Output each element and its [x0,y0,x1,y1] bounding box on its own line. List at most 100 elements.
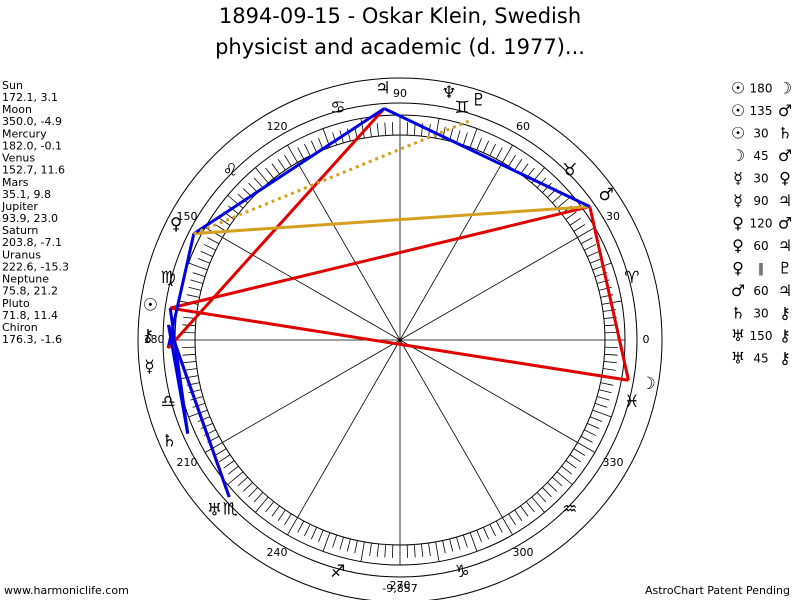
ring-tick [188,286,202,291]
spoke [222,339,401,443]
ring-tick [188,409,208,418]
ring-tick [561,465,573,475]
planet-glyph: ♅ [207,501,222,521]
ring-tick [536,492,547,503]
ring-tick [192,402,206,408]
aspect-angle: 120 [750,217,773,231]
planet-name: Jupiter [1,200,38,213]
ring-tick [552,476,563,487]
planet-name: Uranus [2,248,41,261]
spoke [399,339,503,518]
ring-tick [271,163,280,175]
ring-tick [508,513,516,526]
title-line: 1894-09-15 - Oskar Klein, Swedish [219,4,581,28]
ring-tick [287,517,298,536]
ring-tick [384,122,387,136]
ring-tick [317,529,324,543]
ring-tick [297,147,305,160]
ring-tick [520,505,529,517]
ring-tick [188,262,208,271]
ring-tick [514,509,523,521]
ring-tick [508,154,516,167]
ring-tick [587,250,600,257]
ring-tick [242,482,253,492]
aspect-from: ♅ [731,326,745,345]
ring-tick [200,423,213,430]
ring-tick [565,460,577,469]
ring-tick [598,286,612,291]
ring-tick [339,536,344,550]
ring-tick [514,159,523,171]
ring-tick [596,396,610,401]
ring-tick [542,182,552,193]
aspect-line [193,205,590,236]
degree-label: 60 [516,120,530,133]
ring-tick [360,541,365,562]
ring-tick [449,538,454,552]
ring-tick [219,454,231,463]
ring-tick [190,279,204,284]
ring-tick [332,534,338,548]
ring-tick [227,195,244,209]
planet-glyph: ♃ [375,79,390,99]
ring-tick [284,154,292,167]
aspect-from: ☿ [733,191,743,210]
planet-coords: 75.8, 21.2 [2,285,58,298]
ring-tick [255,167,269,184]
ring-tick [600,294,614,298]
ring-tick [214,448,227,456]
zodiac-sign: ♑ [454,562,469,582]
aspect-line [167,324,190,434]
planet-glyph: ☽ [641,374,656,394]
planet-name: Neptune [2,273,49,286]
ring-tick [188,389,202,394]
bottom-label: -9,857 [382,582,417,595]
aspect-to: ♃ [778,236,792,255]
ring-tick [287,144,298,163]
ring-tick [442,540,446,554]
planet-coords: 71.8, 11.4 [2,309,58,322]
aspect-to: ⚷ [779,304,791,323]
ring-tick [184,368,198,371]
ring-tick [376,123,379,137]
aspect-to: ♂ [778,101,792,120]
aspect-from: ☿ [733,169,743,188]
aspect-to: ♂ [778,214,792,233]
planet-coords: 222.6, -15.3 [2,260,69,273]
ring-tick [354,540,358,554]
degree-label: 210 [176,456,197,469]
ring-tick [413,544,416,558]
ring-tick [183,361,197,364]
aspect-line [169,205,591,310]
ring-tick [594,402,608,408]
ring-tick [271,505,280,517]
planet-name: Sun [2,79,23,92]
ring-tick [600,382,614,386]
ring-tick [483,140,490,153]
ring-tick [237,193,248,204]
middle-circle [162,102,638,578]
ring-tick [577,442,596,453]
ring-tick [476,137,483,151]
degree-label: 180 [144,333,165,346]
aspect-to: ♀ [779,169,791,188]
degree-label: 90 [393,87,407,100]
planet-name: Venus [2,152,35,165]
aspect-line [383,107,591,208]
planet-coords: 172.1, 3.1 [2,91,58,104]
planet-coords: 350.0, -4.9 [2,115,62,128]
zodiac-sign: ♒ [562,500,577,520]
ring-tick [573,224,586,232]
ring-tick [489,143,496,156]
zodiac-sign: ♉ [562,160,577,180]
ring-tick [495,520,503,533]
aspect-to: ♃ [778,191,792,210]
aspect-angle: 30 [753,127,768,141]
ring-tick [428,542,431,556]
planet-coords: 203.8, -7.1 [2,236,62,249]
ring-tick [237,476,248,487]
aspect-from: ♄ [731,304,745,323]
ring-tick [192,272,206,278]
ring-tick [569,454,581,463]
